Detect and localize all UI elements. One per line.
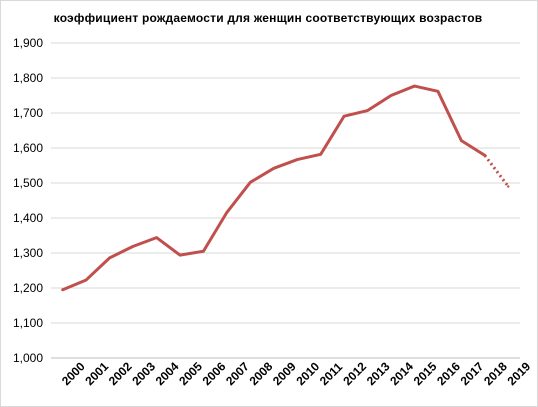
y-tick-label: 1,400 (13, 211, 43, 225)
y-tick-label: 1,700 (13, 106, 43, 120)
x-tick-label: 2018 (481, 359, 510, 388)
data-point (296, 158, 299, 161)
x-tick-label: 2015 (411, 359, 440, 388)
x-tick-label: 2011 (317, 360, 346, 389)
data-point (366, 109, 369, 112)
x-tick-label: 2009 (270, 359, 299, 388)
data-point (413, 84, 416, 88)
series-line-projection (483, 154, 510, 188)
x-tick-label: 2012 (340, 359, 369, 388)
data-point (483, 154, 487, 157)
y-tick-label: 1,900 (13, 36, 43, 50)
data-point (84, 278, 88, 282)
x-tick-label: 2010 (293, 359, 322, 388)
data-point (436, 90, 440, 93)
data-point (202, 250, 205, 253)
data-point (61, 288, 64, 291)
x-tick-label: 2001 (82, 359, 111, 388)
y-tick-label: 1,100 (13, 316, 43, 330)
data-point (131, 245, 135, 248)
x-tick-label: 2017 (458, 359, 487, 388)
data-point (249, 181, 252, 184)
x-axis-tick-labels: 2000200120022003200420052006200720082009… (59, 359, 534, 388)
data-point (225, 211, 229, 214)
chart-title: коэффициент рождаемости для женщин соотв… (53, 11, 483, 25)
series-lines (61, 84, 510, 292)
y-tick-label: 1,300 (13, 246, 43, 260)
y-tick-label: 1,000 (13, 351, 43, 365)
x-tick-label: 2016 (434, 359, 463, 388)
data-point (389, 94, 393, 97)
data-point (272, 167, 275, 170)
y-tick-label: 1,800 (13, 71, 43, 85)
x-tick-label: 2007 (223, 359, 252, 388)
gridlines (51, 42, 520, 324)
series-line (61, 84, 487, 292)
y-tick-label: 1,600 (13, 141, 43, 155)
data-point (108, 256, 111, 260)
x-tick-label: 2013 (364, 359, 393, 388)
x-tick-label: 2005 (176, 359, 205, 388)
data-point (178, 253, 182, 257)
x-tick-label: 2003 (129, 359, 158, 388)
x-tick-label: 2004 (153, 359, 182, 388)
y-tick-label: 1,500 (13, 176, 43, 190)
x-tick-label: 2019 (504, 359, 533, 388)
x-tick-label: 2006 (200, 359, 229, 388)
y-axis-tick-labels: 1,000 1,100 1,200 1,300 1,400 1,500 1,600 1,700… (13, 36, 43, 365)
x-tick-label: 2000 (59, 359, 88, 388)
y-tick-label: 1,200 (13, 281, 43, 295)
data-point (507, 185, 510, 188)
data-point (460, 139, 463, 142)
x-tick-label: 2002 (106, 359, 135, 388)
x-tick-label: 2014 (387, 359, 416, 388)
x-tick-label: 2008 (247, 359, 276, 388)
data-point (155, 236, 158, 239)
data-point (342, 114, 346, 118)
data-point (319, 153, 322, 156)
